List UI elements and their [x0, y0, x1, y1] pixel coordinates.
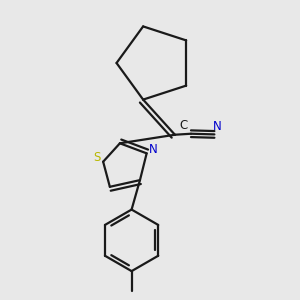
Text: N: N: [213, 120, 221, 133]
Text: N: N: [149, 143, 158, 157]
Text: S: S: [93, 151, 100, 164]
Text: C: C: [179, 119, 188, 132]
